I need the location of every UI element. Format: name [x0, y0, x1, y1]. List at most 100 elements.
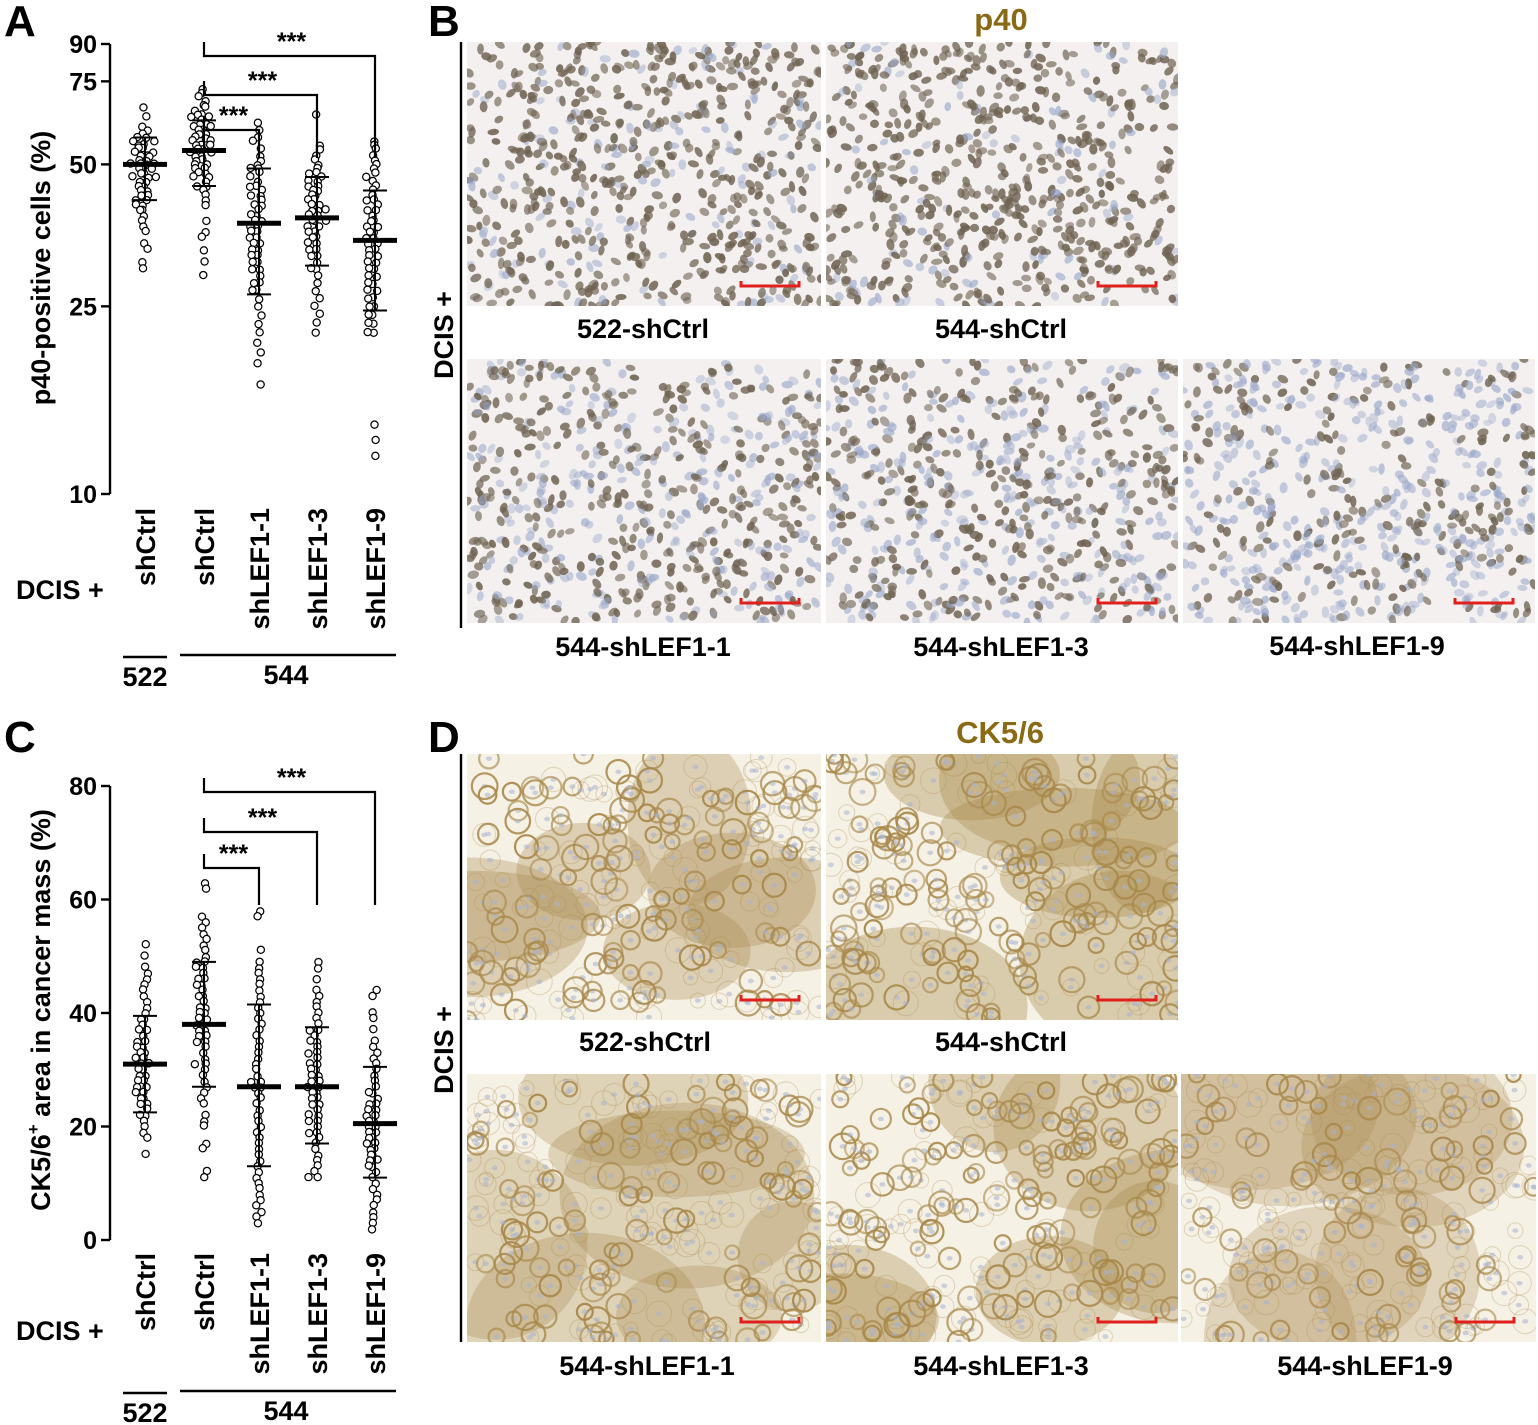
chartA-point-1-14	[206, 121, 215, 131]
chartA-sig-bracket-0	[202, 116, 261, 158]
chart-a-marks	[123, 84, 397, 461]
chartA-sig-bracket-1	[202, 81, 319, 158]
chartC-point-1-48	[199, 1099, 209, 1108]
chartC-point-3-2	[312, 974, 321, 984]
chartA-point-3-46	[313, 278, 322, 288]
chartA-point-3-24	[321, 205, 330, 214]
chart-c-category-labels: shCtrl shCtrl shLEF1-1 shLEF1-3 shLEF1-9	[131, 1253, 391, 1375]
chartC-point-3-39	[304, 1116, 314, 1126]
chartC-point-4-4	[369, 1024, 378, 1034]
chartC-point-3-1	[313, 964, 323, 973]
chartC-point-4-1	[368, 991, 377, 1001]
panel-b: p40 DCIS + 522-shCtrl 544-shCtrl 544-shLEF…	[429, 2, 1535, 662]
chartC-tick-label-0: 0	[83, 1227, 97, 1255]
chartA-point-4-14	[362, 196, 371, 205]
chartC-point-4-7	[373, 1048, 382, 1057]
chartA-point-3-41	[307, 251, 316, 261]
chartA-point-4-52	[363, 327, 372, 337]
panelB-imgs-micrograph-1: 544-shCtrl	[826, 42, 1178, 344]
chartA-point-2-41	[248, 265, 257, 274]
panelB-imgs-micrograph-0: 522-shCtrl	[467, 42, 821, 344]
chartA-point-2-51	[255, 328, 264, 337]
panel-d: CK5/6 DCIS + 522-shCtrl 544-shCtrl 544-shL…	[429, 715, 1536, 1381]
chartC-point-4-6	[368, 1042, 378, 1052]
panelD-imgs-scalebar-4	[1454, 1317, 1516, 1324]
panel-letter-a: A	[4, 0, 36, 46]
panelB-imgs-scalebar-0	[739, 281, 801, 288]
chartC-point-0-0	[141, 939, 150, 949]
panel-letter-d: D	[428, 713, 460, 762]
chartC-category-1: shCtrl	[190, 1253, 220, 1331]
chartA-tick-label-0: 10	[69, 481, 97, 509]
panelD-imgs-micrograph-3: 544-shLEF1-3	[826, 1074, 1178, 1381]
chartC-category-3: shLEF1-3	[303, 1253, 333, 1375]
chartA-tick-label-3: 75	[69, 68, 97, 96]
chartC-point-2-1	[253, 911, 262, 921]
chartA-point-0-0	[139, 103, 148, 112]
chartA-sig-label-1: ***	[248, 67, 277, 95]
chartC-point-1-18	[192, 980, 202, 990]
chartC-point-1-43	[198, 1070, 208, 1080]
chartA-point-2-17	[246, 191, 256, 200]
chart-c-marks	[123, 879, 397, 1234]
panelD-imgs-scalebar-1	[1096, 995, 1158, 1002]
chartA-point-4-34	[363, 257, 373, 266]
chartA-point-1-53	[199, 246, 209, 255]
chart-a-category-labels: shCtrl shCtrl shLEF1-1 shLEF1-3 shLEF1-9	[131, 508, 391, 630]
panelD-imgs-caption-3: 544-shLEF1-3	[913, 1351, 1089, 1381]
chartA-point-0-53	[138, 264, 148, 273]
chartA-sig-bracket-2	[202, 42, 377, 158]
chartC-point-4-47	[369, 1200, 378, 1210]
panel-b-row-label: DCIS +	[429, 291, 459, 379]
chartC-tick-label-1: 20	[69, 1114, 97, 1142]
chartA-point-1-49	[201, 200, 210, 210]
chartA-point-2-48	[254, 302, 263, 311]
chartA-tick-label-1: 25	[69, 293, 97, 321]
panelD-imgs-micrograph-texture-3	[826, 1074, 1178, 1342]
chartA-point-0-49	[141, 226, 150, 236]
panel-letter-c: C	[4, 713, 36, 762]
chartA-point-4-46	[365, 302, 374, 311]
panelD-imgs-caption-0: 522-shCtrl	[579, 1027, 711, 1057]
chartC-point-2-51	[253, 1219, 263, 1228]
chartC-point-0-15	[134, 1025, 144, 1034]
chartA-point-4-40	[364, 278, 373, 287]
chartA-category-4: shLEF1-9	[361, 508, 391, 630]
chartA-point-4-8	[362, 172, 371, 182]
chart-a-significance: *********	[202, 28, 377, 158]
chartA-point-2-37	[247, 250, 256, 260]
chartA-point-2-0	[253, 118, 263, 127]
chart-c-row-label: DCIS +	[16, 1316, 104, 1346]
chartA-point-0-1	[142, 112, 151, 121]
chartC-point-0-41	[136, 1099, 145, 1109]
panelD-imgs-scalebar-0	[739, 995, 801, 1002]
chartA-point-4-55	[371, 451, 380, 461]
panelB-imgs-scalebar-2	[739, 598, 801, 605]
chartA-point-4-38	[364, 271, 373, 280]
chartA-point-4-48	[364, 310, 373, 319]
chartC-point-4-15	[364, 1087, 374, 1097]
chartA-point-3-49	[310, 301, 319, 311]
chartA-point-3-47	[311, 286, 320, 296]
chartA-point-0-30	[128, 172, 137, 181]
chart-c-y-ticks: 0 20 40 60 80	[69, 773, 110, 1255]
panelD-imgs-caption-4: 544-shLEF1-9	[1277, 1351, 1453, 1381]
panel-letter-b: B	[428, 0, 460, 46]
chartA-point-3-21	[307, 199, 316, 209]
panelB-imgs-micrograph-texture-3	[826, 359, 1178, 623]
chartA-point-3-37	[303, 238, 313, 247]
panel-d-stain-title: CK5/6	[956, 715, 1044, 750]
chartC-point-0-6	[138, 985, 148, 994]
panelD-imgs-caption-2: 544-shLEF1-1	[559, 1351, 735, 1381]
chartC-point-0-37	[131, 1087, 141, 1097]
chartC-point-0-24	[131, 1053, 140, 1063]
chartA-point-4-54	[371, 435, 380, 445]
panelB-imgs-micrograph-4: 544-shLEF1-9	[1183, 359, 1535, 661]
chart-c-y-label-main: CK5/6	[26, 1134, 56, 1211]
chartC-point-1-55	[199, 1172, 209, 1182]
panelB-imgs-micrograph-texture-2	[467, 359, 821, 623]
chartC-tick-label-2: 40	[69, 1000, 97, 1028]
chartC-tick-label-3: 60	[69, 887, 97, 915]
chartC-sig-bracket-0	[202, 854, 261, 905]
